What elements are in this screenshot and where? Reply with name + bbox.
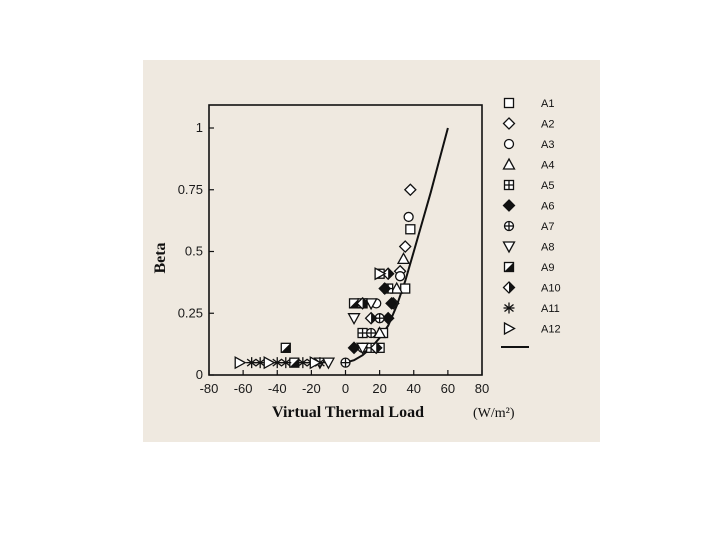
data-point bbox=[364, 311, 378, 325]
y-tick-label: 0.5 bbox=[185, 244, 203, 259]
data-point bbox=[280, 357, 292, 369]
legend-item: A12 bbox=[503, 321, 561, 336]
data-point bbox=[280, 342, 291, 353]
legend-marker bbox=[503, 179, 515, 191]
series-a4 bbox=[373, 252, 411, 339]
series-a9 bbox=[280, 298, 368, 368]
legend-item: A1 bbox=[503, 97, 554, 110]
legend-label: A5 bbox=[541, 180, 554, 192]
legend-marker bbox=[503, 302, 515, 314]
data-point bbox=[396, 252, 411, 265]
data-point bbox=[369, 341, 383, 355]
x-tick-label: 60 bbox=[441, 381, 455, 396]
x-axis-title: Virtual Thermal Load bbox=[272, 404, 424, 421]
data-point bbox=[381, 267, 395, 281]
legend-label: A9 bbox=[541, 262, 554, 274]
legend-label: A3 bbox=[541, 139, 554, 151]
legend-label: A4 bbox=[541, 160, 554, 172]
data-point bbox=[378, 282, 392, 295]
data-point bbox=[381, 311, 395, 325]
data-point bbox=[347, 341, 361, 355]
legend-label: A1 bbox=[541, 98, 554, 110]
legend-marker bbox=[502, 281, 516, 294]
legend-marker bbox=[502, 241, 516, 254]
data-point bbox=[309, 356, 322, 370]
data-point bbox=[365, 327, 377, 339]
legend-item: A11 bbox=[503, 302, 560, 315]
data-point bbox=[400, 283, 411, 294]
legend: A1 A2 A3 A4 A5 A6 A7 A8 A9 A10 A11 A12 bbox=[501, 97, 561, 348]
legend-label: A8 bbox=[541, 242, 554, 254]
x-tick-label: 20 bbox=[372, 381, 386, 396]
x-tick-label: -80 bbox=[200, 381, 219, 396]
legend-item: A8 bbox=[502, 241, 554, 254]
data-point bbox=[357, 327, 368, 339]
legend-item: A10 bbox=[502, 281, 561, 295]
series-a10 bbox=[356, 267, 395, 355]
x-tick-label: 80 bbox=[475, 381, 489, 396]
data-point bbox=[234, 356, 247, 370]
x-tick-label: 0 bbox=[342, 381, 349, 396]
legend-label: A7 bbox=[541, 221, 554, 233]
x-tick-label: -20 bbox=[302, 381, 321, 396]
series-a12 bbox=[234, 267, 387, 370]
legend-marker bbox=[503, 97, 515, 109]
legend-item: A3 bbox=[503, 138, 554, 151]
data-point bbox=[355, 342, 370, 355]
legend-label: A10 bbox=[541, 283, 561, 295]
data-point bbox=[321, 357, 336, 370]
series-a6 bbox=[347, 282, 398, 355]
data-point bbox=[356, 296, 369, 310]
legend-item: A2 bbox=[502, 117, 554, 131]
data-point bbox=[398, 240, 412, 253]
y-axis-ticks: 0 0.25 0.5 0.75 1 bbox=[178, 120, 214, 382]
legend-marker bbox=[502, 117, 516, 130]
data-point bbox=[340, 357, 351, 368]
data-point bbox=[394, 271, 406, 282]
legend-marker bbox=[503, 220, 515, 232]
legend-marker bbox=[503, 321, 516, 336]
legend-item: A7 bbox=[503, 220, 554, 233]
x-tick-label: -60 bbox=[234, 381, 253, 396]
legend-item: A9 bbox=[503, 261, 554, 274]
scatter-chart: -80 -60 -40 -20 0 20 40 60 80 0 0.25 0.5 0.75 1 Virt… bbox=[152, 97, 561, 421]
y-tick-label: 1 bbox=[196, 120, 203, 135]
data-point bbox=[373, 326, 387, 339]
y-tick-label: 0 bbox=[196, 367, 203, 382]
plot-area bbox=[208, 104, 483, 376]
series-a5 bbox=[357, 268, 394, 353]
data-points bbox=[234, 183, 417, 370]
legend-label: A12 bbox=[541, 324, 561, 336]
legend-label: A6 bbox=[541, 201, 554, 213]
x-axis-ticks: -80 -60 -40 -20 0 20 40 60 80 bbox=[200, 370, 489, 396]
data-point bbox=[403, 183, 417, 197]
legend-item: A5 bbox=[503, 179, 554, 192]
data-point bbox=[263, 356, 276, 370]
legend-marker bbox=[503, 261, 515, 273]
fit-line bbox=[345, 127, 449, 364]
data-point bbox=[403, 211, 414, 223]
y-tick-label: 0.25 bbox=[178, 305, 203, 320]
y-tick-label: 0.75 bbox=[178, 182, 203, 197]
data-point bbox=[390, 281, 404, 294]
data-point bbox=[385, 296, 398, 310]
x-tick-label: 40 bbox=[407, 381, 421, 396]
data-point bbox=[374, 267, 387, 281]
legend-marker bbox=[502, 157, 516, 170]
x-tick-label: -40 bbox=[268, 381, 287, 396]
y-axis-title: Beta bbox=[152, 242, 169, 273]
data-point bbox=[347, 313, 361, 326]
legend-item: A6 bbox=[502, 199, 554, 213]
legend-label: A11 bbox=[541, 303, 560, 315]
data-point bbox=[405, 224, 416, 235]
x-axis-unit: (W/m²) bbox=[473, 406, 515, 421]
chart-scan: -80 -60 -40 -20 0 20 40 60 80 0 0.25 0.5 0.75 1 Virt… bbox=[143, 60, 600, 442]
legend-marker bbox=[502, 199, 516, 212]
legend-marker bbox=[503, 138, 515, 150]
legend-label: A2 bbox=[541, 119, 554, 131]
legend-item: A4 bbox=[502, 157, 554, 172]
